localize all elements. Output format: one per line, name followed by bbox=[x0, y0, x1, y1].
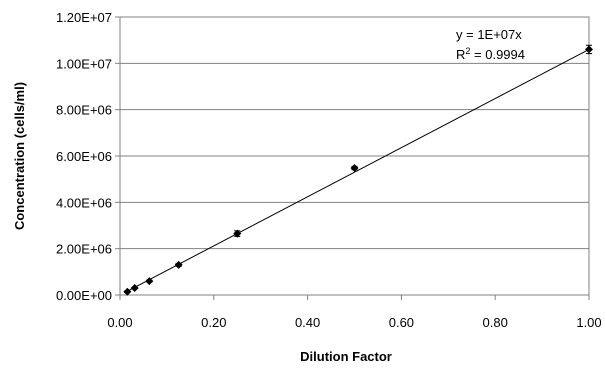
x-tick-label: 0.00 bbox=[107, 315, 132, 330]
y-tick-label: 1.20E+07 bbox=[56, 10, 112, 25]
data-point bbox=[585, 45, 593, 54]
trendline-group bbox=[127, 48, 590, 292]
y-tick-label: 0.00E+00 bbox=[56, 288, 112, 303]
x-axis-title: Dilution Factor bbox=[300, 349, 392, 364]
y-tick-label: 8.00E+06 bbox=[56, 103, 112, 118]
data-point bbox=[130, 284, 139, 293]
gridlines bbox=[120, 62, 589, 250]
r-squared-exponent: 2 bbox=[465, 46, 470, 56]
y-tick-label: 6.00E+06 bbox=[56, 149, 112, 164]
data-point bbox=[145, 277, 154, 286]
r-squared-label: R2 = 0.9994 bbox=[456, 46, 525, 62]
y-tick-label: 2.00E+06 bbox=[56, 242, 112, 257]
y-axis-title: Concentration (cells/ml) bbox=[12, 82, 27, 230]
y-axis-tick-labels: 0.00E+00 2.00E+06 4.00E+06 6.00E+06 8.00E+06… bbox=[56, 10, 120, 303]
x-axis-tick-labels: 0.00 0.20 0.40 0.60 0.80 1.00 bbox=[107, 295, 602, 330]
x-tick-label: 0.80 bbox=[483, 315, 508, 330]
data-points bbox=[123, 44, 593, 296]
r-squared-letter: R bbox=[456, 47, 465, 62]
r-squared-value: = 0.9994 bbox=[470, 47, 525, 62]
data-point bbox=[350, 164, 359, 173]
data-point bbox=[233, 229, 242, 238]
x-tick-label: 0.60 bbox=[389, 315, 414, 330]
x-tick-label: 0.20 bbox=[201, 315, 226, 330]
x-tick-label: 1.00 bbox=[576, 315, 601, 330]
x-tick-label: 0.40 bbox=[295, 315, 320, 330]
trendline bbox=[127, 48, 590, 292]
trendline-equation: y = 1E+07x bbox=[456, 27, 522, 42]
data-point bbox=[123, 287, 132, 296]
y-tick-label: 1.00E+07 bbox=[56, 56, 112, 71]
y-tick-label: 4.00E+06 bbox=[56, 195, 112, 210]
data-point bbox=[174, 260, 183, 269]
